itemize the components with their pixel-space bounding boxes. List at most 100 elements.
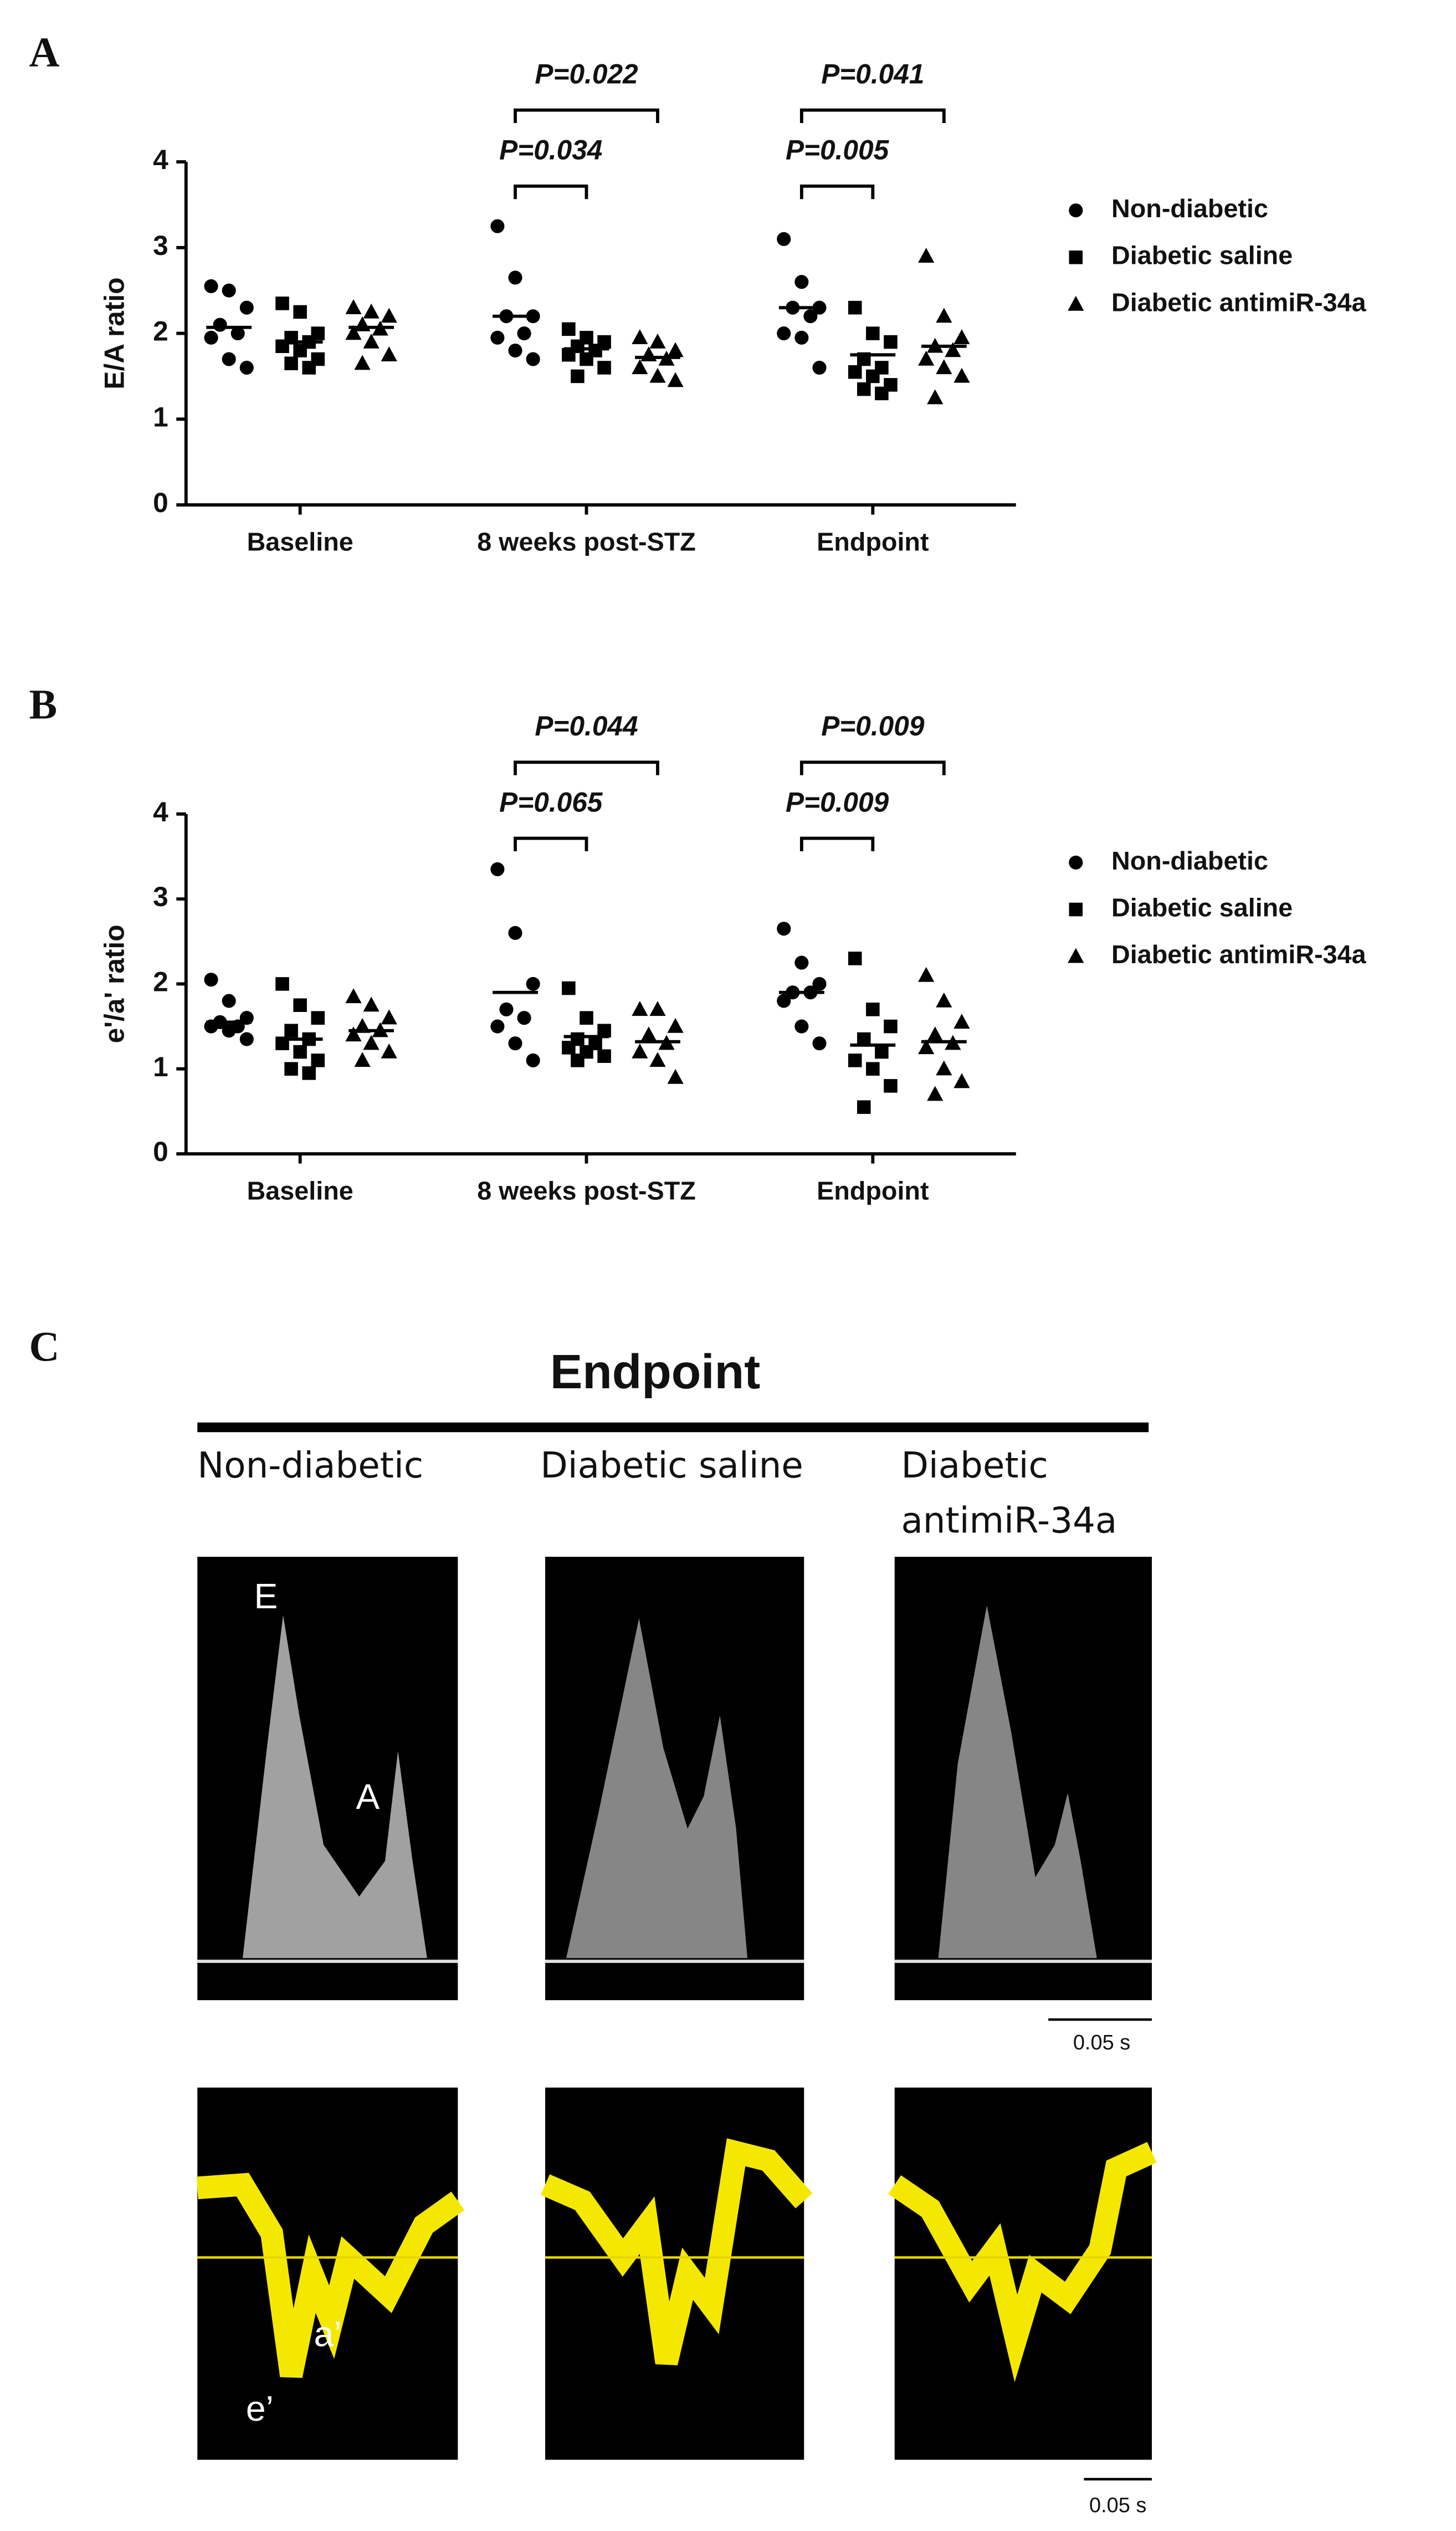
data-point — [918, 1039, 935, 1055]
scale-bar-label: 0.05 s — [1089, 2494, 1146, 2517]
data-point — [204, 330, 218, 345]
data-point — [490, 1019, 505, 1034]
y-tick-label: 4 — [153, 796, 168, 827]
data-point — [363, 333, 380, 349]
data-point — [812, 360, 827, 375]
data-point — [866, 1062, 880, 1076]
data-point — [649, 333, 666, 349]
data-point — [345, 325, 362, 340]
data-point — [640, 346, 657, 361]
data-point — [381, 1043, 397, 1059]
column-label: Diabetic saline — [540, 1446, 803, 1487]
data-point — [363, 303, 380, 319]
legend-marker — [1069, 902, 1083, 917]
data-point — [284, 1024, 298, 1037]
wave-label: E — [254, 1576, 278, 1616]
data-point — [875, 1045, 889, 1059]
data-point — [213, 318, 227, 332]
data-point — [222, 352, 236, 366]
data-point — [667, 1068, 684, 1084]
data-point — [508, 270, 522, 285]
data-point — [562, 1041, 576, 1055]
x-tick-label: 8 weeks post-STZ — [477, 528, 696, 556]
wave-label: e’ — [246, 2389, 274, 2428]
data-point — [884, 1019, 898, 1034]
legend-label: Non-diabetic — [1111, 846, 1268, 875]
significance-bracket — [799, 836, 875, 851]
data-point — [794, 275, 809, 289]
legend-marker — [1069, 203, 1083, 218]
data-point — [918, 350, 935, 366]
data-point — [667, 342, 684, 357]
y-tick-label: 2 — [153, 967, 168, 998]
data-point — [302, 1066, 316, 1080]
data-point — [363, 996, 380, 1012]
data-point — [632, 1043, 648, 1059]
data-point — [857, 1100, 871, 1114]
y-tick-label: 1 — [153, 1051, 168, 1082]
data-point — [526, 1053, 540, 1067]
data-point — [345, 988, 362, 1004]
data-point — [794, 1019, 809, 1034]
significance-bracket — [799, 108, 946, 123]
column-label: Diabetic antimiR-34a — [901, 1446, 1117, 1542]
column-label-box: Diabetic saline — [540, 1446, 803, 1487]
significance-bracket — [514, 108, 659, 123]
data-point — [275, 296, 289, 310]
y-tick-label: 0 — [153, 487, 168, 518]
data-point — [490, 330, 505, 345]
panel-label: B — [29, 681, 58, 728]
data-point — [302, 361, 316, 375]
data-point — [517, 1011, 531, 1025]
data-point — [927, 1086, 944, 1101]
legend-label: Non-diabetic — [1111, 194, 1268, 223]
p-value: P=0.044 — [535, 710, 638, 742]
data-point — [311, 1011, 325, 1025]
legend-label: Diabetic antimiR-34a — [1111, 940, 1367, 969]
data-point — [953, 1014, 970, 1029]
x-tick-label: Baseline — [247, 1176, 353, 1205]
p-value: P=0.034 — [499, 135, 602, 166]
data-point — [571, 1054, 585, 1067]
data-point — [526, 352, 540, 366]
data-point — [381, 1009, 397, 1025]
data-point — [345, 1026, 362, 1042]
data-point — [848, 952, 862, 965]
data-point — [667, 372, 684, 387]
data-point — [927, 389, 944, 405]
data-point — [284, 1062, 298, 1076]
data-point — [632, 359, 648, 375]
significance-bracket — [799, 184, 875, 200]
wave-label: A — [356, 1777, 380, 1817]
x-tick-label: 8 weeks post-STZ — [477, 1176, 696, 1205]
column-label-box: Diabetic antimiR-34a — [901, 1446, 1117, 1542]
data-point — [222, 994, 236, 1008]
data-point — [857, 382, 871, 396]
data-point — [812, 976, 827, 991]
legend-label: Diabetic antimiR-34a — [1111, 288, 1367, 316]
data-point — [794, 955, 809, 970]
significance-bracket — [799, 760, 946, 775]
data-point — [562, 981, 576, 995]
data-point — [562, 322, 576, 336]
y-axis-label: e'/a' ratio — [99, 924, 130, 1043]
data-point — [803, 309, 818, 324]
data-point — [508, 926, 522, 940]
data-point — [777, 326, 791, 341]
p-value: P=0.022 — [535, 58, 638, 89]
data-point — [927, 1026, 944, 1042]
data-point — [953, 367, 970, 383]
data-point — [936, 992, 952, 1008]
data-point — [222, 283, 236, 298]
legend-marker — [1068, 295, 1084, 311]
data-point — [354, 355, 371, 370]
legend-marker — [1069, 250, 1083, 264]
data-point — [293, 344, 307, 357]
significance-bracket — [514, 760, 659, 775]
data-point — [597, 1049, 611, 1063]
legend-label: Diabetic saline — [1111, 893, 1293, 922]
y-tick-label: 0 — [153, 1136, 168, 1167]
data-point — [571, 369, 585, 384]
x-tick-label: Baseline — [247, 528, 353, 556]
